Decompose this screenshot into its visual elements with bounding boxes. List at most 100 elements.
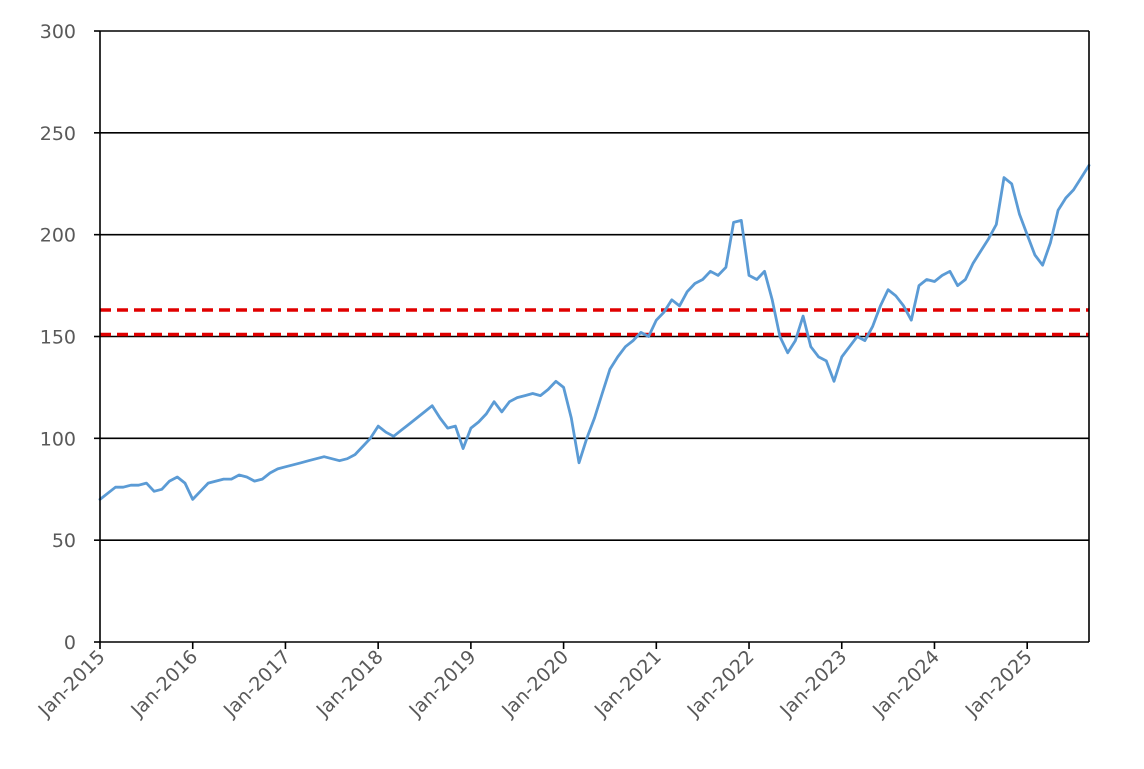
data-point-2018-03 [392, 435, 395, 438]
data-point-2019-09 [531, 392, 534, 395]
data-point-2020-05 [593, 417, 596, 419]
data-point-2024-05 [964, 278, 967, 281]
data-point-2020-09 [624, 345, 627, 348]
x-tick-label-2016-01: Jan-2016 [126, 646, 202, 722]
gridlines [100, 30, 1089, 541]
data-point-2019-01 [470, 427, 472, 429]
data-point-2023-06 [879, 305, 882, 307]
data-point-2024-06 [972, 262, 974, 265]
y-tick-label-300: 300 [40, 21, 76, 43]
data-point-2016-05 [222, 478, 225, 480]
data-point-2018-11 [454, 425, 457, 427]
data-point-2020-12 [647, 335, 650, 338]
data-point-2019-07 [516, 396, 518, 399]
data-point-2018-06 [416, 417, 418, 419]
data-point-2015-07 [145, 482, 148, 484]
data-point-2016-06 [230, 478, 233, 480]
data-point-2016-08 [246, 476, 248, 478]
data-point-2020-01 [562, 386, 565, 389]
y-tick-label-50: 50 [52, 530, 76, 552]
data-point-2018-04 [400, 429, 403, 432]
data-point-2016-03 [207, 482, 209, 484]
data-point-2015-03 [114, 486, 117, 489]
data-point-2017-12 [369, 437, 372, 440]
data-point-2020-10 [632, 339, 634, 342]
data-point-2015-11 [176, 476, 179, 478]
data-point-2017-04 [307, 459, 310, 462]
data-point-2024-02 [941, 274, 943, 277]
data-point-2021-06 [694, 282, 696, 285]
data-point-2023-07 [887, 288, 889, 291]
data-point-2025-06 [1065, 197, 1067, 199]
reference-lines [100, 308, 1089, 337]
data-point-2023-04 [864, 339, 866, 342]
data-point-2018-08 [431, 404, 434, 407]
data-point-2018-12 [462, 447, 464, 450]
data-point-2016-04 [215, 480, 217, 482]
data-point-2020-06 [601, 392, 603, 395]
data-point-2023-05 [871, 325, 874, 328]
data-point-2015-02 [106, 492, 109, 495]
data-point-2015-06 [137, 484, 140, 487]
data-point-2022-03 [763, 270, 766, 273]
data-point-2024-11 [1010, 183, 1013, 185]
series-line-1 [98, 163, 1091, 501]
x-tick-label-2025-01: Jan-2025 [961, 646, 1037, 722]
data-point-2021-01 [655, 319, 658, 322]
data-point-2025-04 [1049, 242, 1052, 244]
data-point-2022-11 [825, 360, 828, 362]
data-point-2019-11 [547, 388, 549, 391]
data-point-2022-02 [756, 278, 758, 281]
data-point-2017-08 [338, 459, 341, 462]
x-tick-label-2021-01: Jan-2021 [590, 646, 666, 722]
data-point-2016-02 [199, 490, 202, 493]
data-point-2022-12 [833, 380, 835, 383]
data-point-2018-10 [446, 427, 449, 429]
data-point-2020-02 [570, 417, 573, 419]
data-point-2019-04 [493, 400, 495, 403]
data-point-2017-01 [284, 466, 287, 468]
data-point-2021-12 [740, 219, 743, 222]
data-point-2023-12 [925, 278, 928, 281]
data-point-2015-09 [161, 488, 163, 491]
y-tick-label-0: 0 [64, 632, 76, 654]
data-point-2017-11 [361, 445, 364, 448]
data-point-2015-05 [130, 484, 132, 487]
data-point-2021-11 [732, 221, 735, 224]
data-point-2022-01 [748, 274, 750, 277]
data-point-2016-10 [261, 478, 264, 480]
data-point-2025-02 [1034, 254, 1036, 256]
data-point-2024-09 [995, 223, 998, 226]
x-tick-label-2019-01: Jan-2019 [404, 646, 480, 722]
data-point-2016-12 [276, 468, 279, 470]
x-tick-label-2015-01: Jan-2015 [34, 646, 110, 722]
data-point-2018-09 [439, 417, 441, 419]
data-point-2018-07 [423, 411, 426, 413]
x-axis-tick-labels: Jan-2015 Jan-2016 Jan-2017 Jan-2018 Jan-2019… [34, 646, 1037, 722]
data-point-2017-10 [354, 453, 356, 456]
data-point-2023-09 [902, 305, 905, 307]
y-tick-label-150: 150 [40, 327, 76, 349]
data-point-2015-12 [184, 482, 186, 484]
data-point-2021-03 [671, 299, 673, 301]
data-point-2019-08 [524, 394, 526, 397]
data-point-2025-07 [1072, 189, 1075, 191]
data-point-2025-05 [1057, 209, 1059, 211]
x-tick-label-2022-01: Jan-2022 [683, 646, 759, 722]
data-point-2022-07 [794, 339, 797, 342]
data-point-2019-10 [539, 394, 542, 397]
data-point-2021-08 [709, 270, 712, 273]
data-point-2016-01 [191, 498, 194, 501]
data-point-2025-08 [1080, 176, 1083, 179]
data-point-2018-05 [408, 423, 410, 425]
data-point-2017-03 [300, 462, 302, 464]
data-point-2020-07 [609, 368, 611, 370]
x-tick-label-2018-01: Jan-2018 [312, 646, 388, 722]
x-tick-label-2024-01: Jan-2024 [868, 646, 944, 722]
data-point-2023-02 [848, 345, 851, 348]
y-tick-label-100: 100 [40, 428, 76, 450]
data-point-2015-10 [168, 480, 171, 482]
data-point-2023-11 [918, 284, 920, 287]
data-point-2022-10 [817, 356, 820, 358]
data-point-2018-01 [377, 425, 380, 427]
